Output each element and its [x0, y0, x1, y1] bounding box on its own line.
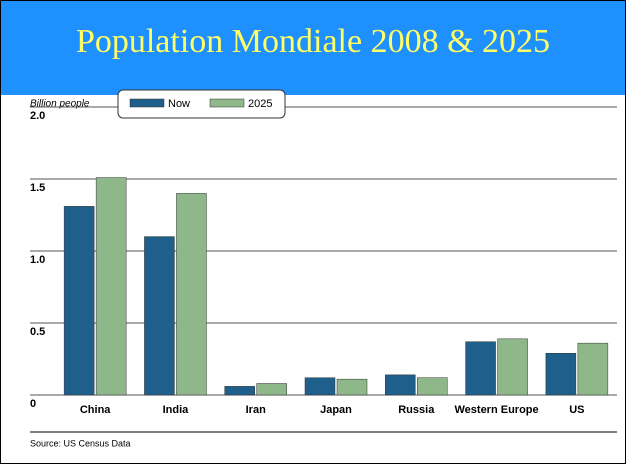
bar	[336, 378, 368, 396]
x-tick-label: Western Europe	[454, 404, 538, 416]
bar	[417, 377, 448, 396]
x-tick-label: Russia	[398, 404, 435, 416]
title-band	[1, 1, 625, 95]
y-tick-label: 2.0	[30, 110, 45, 122]
bar	[577, 342, 609, 396]
bar	[63, 206, 95, 396]
source-note: Source: US Census Data	[30, 438, 131, 448]
bar	[497, 338, 528, 396]
bar	[385, 374, 416, 396]
chart-title: Population Mondiale 2008 & 2025	[76, 23, 550, 60]
bar	[465, 341, 496, 396]
legend-label: Now	[168, 98, 190, 110]
legend-box	[117, 89, 286, 119]
legend-label: 2025	[248, 98, 272, 110]
y-axis-label: Billion people	[30, 99, 90, 110]
y-tick-label: 1.5	[30, 182, 45, 194]
legend-swatch	[209, 98, 245, 108]
bar	[95, 177, 127, 396]
bar	[176, 193, 207, 396]
bar	[545, 352, 577, 396]
x-tick-label: Iran	[246, 404, 266, 416]
y-tick-label: 0	[30, 398, 36, 410]
x-tick-label: China	[80, 404, 111, 416]
y-tick-label: 0.5	[30, 326, 45, 338]
legend-swatch	[129, 98, 165, 108]
bar	[144, 236, 175, 396]
x-tick-label: India	[163, 404, 190, 416]
x-tick-label: Japan	[320, 404, 352, 416]
y-tick-label: 1.0	[30, 254, 45, 266]
bar	[224, 386, 255, 396]
bar	[304, 377, 336, 396]
bar	[256, 383, 287, 396]
x-tick-label: US	[569, 404, 584, 416]
